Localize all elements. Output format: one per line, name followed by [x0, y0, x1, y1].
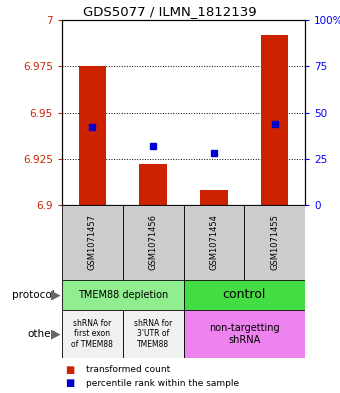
Bar — [123, 310, 184, 358]
Text: GSM1071456: GSM1071456 — [149, 215, 158, 270]
Bar — [184, 310, 305, 358]
Text: ■: ■ — [65, 365, 75, 375]
Bar — [261, 35, 288, 205]
Text: non-targetting
shRNA: non-targetting shRNA — [209, 323, 279, 345]
Text: ▶: ▶ — [51, 288, 60, 301]
Text: TMEM88 depletion: TMEM88 depletion — [78, 290, 168, 300]
Bar — [123, 205, 184, 280]
Text: GSM1071454: GSM1071454 — [209, 215, 218, 270]
Text: ▶: ▶ — [51, 327, 60, 340]
Text: ■: ■ — [65, 378, 75, 388]
Bar — [139, 164, 167, 205]
Text: other: other — [27, 329, 55, 339]
Text: GSM1071457: GSM1071457 — [88, 215, 97, 270]
Bar — [62, 280, 184, 310]
Bar — [62, 205, 123, 280]
Text: shRNA for
3'UTR of
TMEM88: shRNA for 3'UTR of TMEM88 — [134, 319, 172, 349]
Bar — [184, 280, 305, 310]
Text: percentile rank within the sample: percentile rank within the sample — [86, 378, 239, 387]
Bar — [200, 190, 227, 205]
Bar — [244, 205, 305, 280]
Text: transformed count: transformed count — [86, 365, 170, 375]
Text: GSM1071455: GSM1071455 — [270, 215, 279, 270]
Text: control: control — [223, 288, 266, 301]
Text: protocol: protocol — [13, 290, 55, 300]
Text: GDS5077 / ILMN_1812139: GDS5077 / ILMN_1812139 — [83, 5, 257, 18]
Bar — [62, 310, 123, 358]
Bar — [184, 205, 244, 280]
Text: shRNA for
first exon
of TMEM88: shRNA for first exon of TMEM88 — [71, 319, 113, 349]
Bar — [79, 66, 106, 205]
